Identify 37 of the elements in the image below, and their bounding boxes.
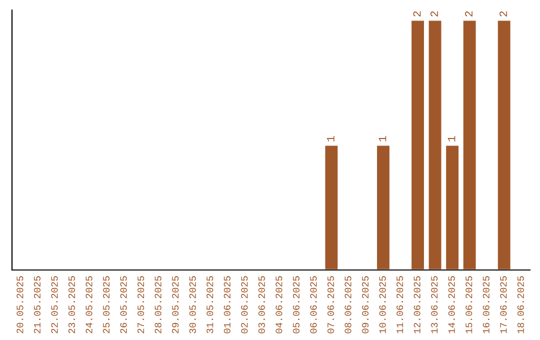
x-tick-label: 24.05.2025 <box>86 276 92 334</box>
x-tick-label: 17.06.2025 <box>500 276 507 334</box>
x-tick-label: 11.06.2025 <box>396 276 404 334</box>
x-tick-label: 13.06.2025 <box>431 276 438 334</box>
x-tick-label: 31.05.2025 <box>206 276 214 334</box>
x-tick-label: 08.06.2025 <box>344 276 352 334</box>
x-tick-label: 02.06.2025 <box>241 276 248 334</box>
x-tick-label: 18.06.2025 <box>517 276 524 334</box>
x-tick-label: 23.05.2025 <box>68 276 76 334</box>
x-tick-label: 30.05.2025 <box>189 276 196 334</box>
x-tick-label: 06.06.2025 <box>310 276 317 334</box>
x-tick-label: 12.06.2025 <box>414 276 420 334</box>
x-tick-label: 03.06.2025 <box>258 276 265 334</box>
x-tick-label: 22.05.2025 <box>51 276 58 334</box>
x-tick-label: 15.06.2025 <box>466 276 472 334</box>
x-tick-label: 09.06.2025 <box>362 276 369 334</box>
x-tick-label: 25.05.2025 <box>102 276 110 334</box>
data-label: 1 <box>448 136 456 142</box>
x-tick-label: 26.05.2025 <box>120 276 127 334</box>
x-tick-label: 28.05.2025 <box>154 276 162 334</box>
data-label: 2 <box>500 11 507 16</box>
x-tick-label: 27.05.2025 <box>138 276 144 334</box>
data-label: 1 <box>326 136 334 142</box>
x-tick-label: 04.06.2025 <box>276 276 282 334</box>
data-label: 2 <box>413 11 421 16</box>
x-tick-label: 16.06.2025 <box>482 276 490 334</box>
data-label: 1 <box>378 136 386 142</box>
x-tick-label: 10.06.2025 <box>379 276 386 334</box>
data-label: 2 <box>465 11 472 16</box>
x-tick-label: 20.05.2025 <box>16 276 24 334</box>
x-tick-label: 05.06.2025 <box>292 276 300 334</box>
x-tick-label: 07.06.2025 <box>327 276 334 334</box>
x-tick-label: 14.06.2025 <box>448 276 455 334</box>
x-tick-label: 29.05.2025 <box>172 276 179 334</box>
x-tick-label: 21.05.2025 <box>34 276 41 334</box>
x-tick-label: 01.06.2025 <box>224 276 230 334</box>
data-label: 2 <box>430 11 438 16</box>
